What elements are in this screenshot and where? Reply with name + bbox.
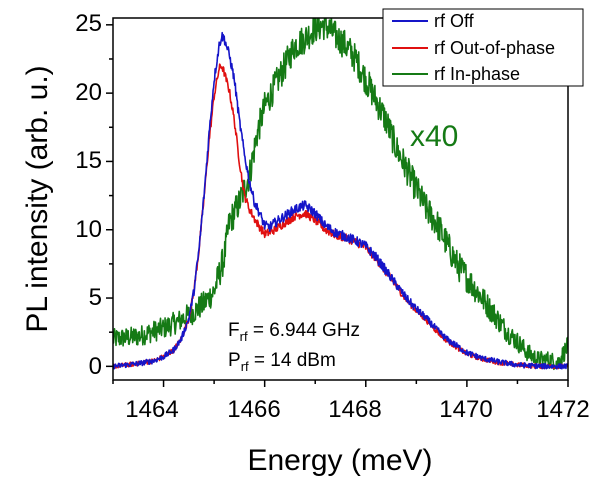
legend-label-rf-off: rf Off bbox=[434, 11, 475, 31]
f-value: = 6.944 GHz bbox=[248, 320, 360, 341]
legend-label-rf-out-of-phase: rf Out-of-phase bbox=[434, 38, 555, 58]
series-line-rf-in-phase bbox=[113, 18, 568, 371]
f-symbol: F bbox=[228, 320, 240, 341]
x-tick-label-1466: 1466 bbox=[227, 396, 280, 423]
p-subscript: rf bbox=[241, 359, 249, 374]
f-subscript: rf bbox=[240, 329, 248, 344]
y-tick-label-10: 10 bbox=[75, 216, 102, 243]
series-line-rf-off bbox=[113, 31, 568, 370]
x-tick-label-1472: 1472 bbox=[536, 396, 589, 423]
rf-power-annotation: Prf = 14 dBm bbox=[228, 350, 336, 374]
rf-frequency-annotation: Frf = 6.944 GHz bbox=[228, 320, 360, 344]
legend: rf Off rf Out-of-phase rf In-phase bbox=[382, 8, 584, 87]
x-tick-label-1470: 1470 bbox=[439, 396, 492, 423]
series-layer bbox=[113, 18, 568, 371]
p-symbol: P bbox=[228, 350, 241, 371]
legend-label-rf-in-phase: rf In-phase bbox=[434, 64, 520, 84]
plot-frame bbox=[112, 17, 569, 381]
y-axis-title: PL intensity (arb. u.) bbox=[21, 65, 54, 332]
scale-note-x40: x40 bbox=[410, 120, 458, 153]
tick-layer bbox=[106, 24, 569, 387]
y-tick-label-25: 25 bbox=[75, 10, 102, 37]
y-tick-label-5: 5 bbox=[89, 284, 102, 311]
x-axis-title: Energy (meV) bbox=[247, 444, 432, 477]
y-tick-label-0: 0 bbox=[89, 353, 102, 380]
y-tick-label-15: 15 bbox=[75, 147, 102, 174]
x-tick-label-1468: 1468 bbox=[328, 396, 381, 423]
x-tick-label-1464: 1464 bbox=[125, 396, 178, 423]
p-value: = 14 dBm bbox=[249, 350, 336, 371]
y-tick-label-20: 20 bbox=[75, 79, 102, 106]
